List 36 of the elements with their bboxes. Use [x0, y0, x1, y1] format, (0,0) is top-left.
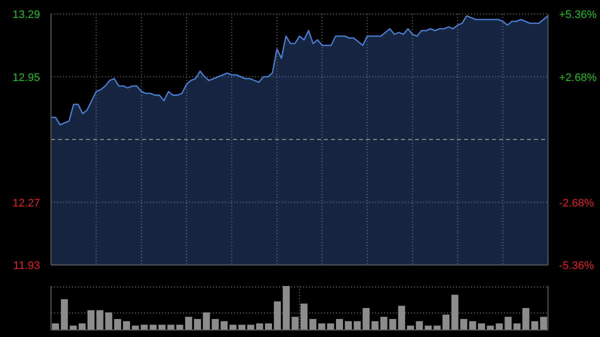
bar	[344, 321, 352, 330]
y2-tick-label: +2.68%	[559, 72, 597, 84]
y2-tick-label: +5.36%	[559, 9, 597, 21]
y-tick-label: 13.29	[12, 9, 40, 21]
bar	[167, 324, 174, 330]
bar	[486, 326, 494, 330]
bar	[194, 319, 201, 330]
bar	[274, 301, 281, 330]
bar	[96, 310, 104, 330]
y2-tick-label: -2.68%	[559, 197, 594, 210]
bar	[123, 321, 130, 330]
bar	[238, 324, 246, 330]
bar	[522, 308, 530, 330]
bar	[380, 316, 388, 330]
bar	[158, 324, 166, 330]
bar	[478, 323, 485, 330]
bar	[451, 294, 458, 330]
bar	[407, 326, 414, 330]
bar	[202, 312, 210, 330]
bar	[442, 314, 450, 330]
bar	[265, 323, 272, 330]
y-tick-label: 11.93	[13, 260, 40, 272]
y-tick-label: 12.27	[12, 197, 40, 210]
y-tick-label: 12.95	[12, 72, 40, 84]
bar	[514, 323, 520, 330]
bar	[416, 321, 423, 330]
bar	[230, 324, 236, 330]
bar	[132, 326, 139, 330]
bar	[300, 304, 308, 330]
bar	[309, 319, 316, 330]
bar	[60, 299, 68, 330]
y2-tick-label: -5.36%	[559, 260, 594, 272]
bar	[88, 310, 94, 330]
bar	[52, 323, 59, 330]
bar	[336, 319, 343, 330]
bar	[372, 321, 378, 330]
